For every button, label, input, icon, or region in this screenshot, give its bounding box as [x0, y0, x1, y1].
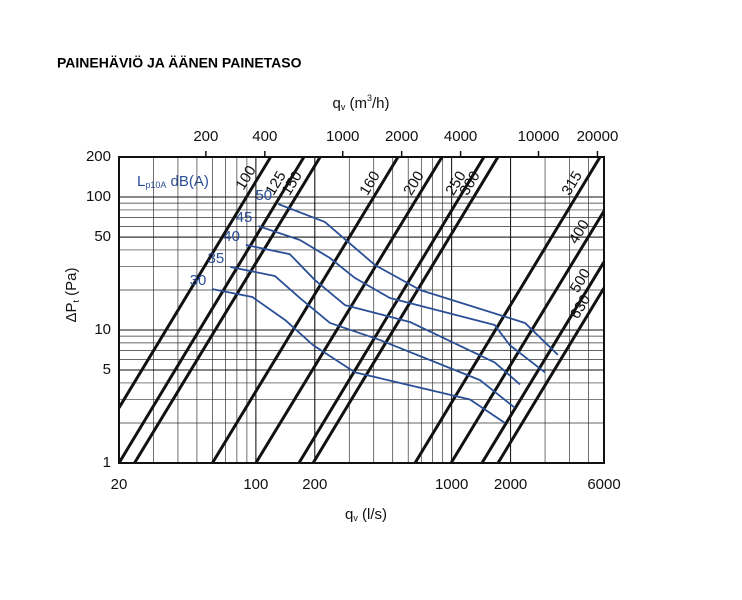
plot-frame	[118, 156, 605, 464]
duct-line	[413, 157, 602, 463]
x-tick-label: 2000	[494, 476, 527, 493]
label-part: (l/s)	[358, 506, 387, 523]
noise-label: 40	[223, 228, 240, 245]
duct-line	[496, 287, 604, 463]
chart-title: PAINEHÄVIÖ JA ÄÄNEN PAINETASO	[57, 55, 302, 71]
y-tick-label: 1	[103, 454, 111, 471]
label-part: q	[332, 95, 340, 112]
noise-line	[212, 288, 506, 424]
y-tick-label: 5	[103, 361, 111, 378]
duct-label: 200	[400, 168, 428, 198]
duct-line	[119, 157, 272, 409]
label-sub: v	[353, 513, 358, 523]
x2-axis-label: qv (m3/h)	[332, 93, 389, 112]
duct-line	[211, 157, 400, 463]
y-tick-label: 200	[86, 148, 111, 165]
label-sup: 3	[367, 93, 372, 103]
label-part: /h)	[372, 95, 390, 112]
duct-line	[449, 210, 604, 463]
label-part: L	[137, 173, 145, 190]
x-tick-label: 20	[111, 476, 128, 493]
x2-tick-label: 200	[193, 128, 218, 145]
noise-label: 35	[208, 250, 225, 267]
noise-label: 45	[236, 209, 253, 226]
label-sub: p10A	[145, 180, 166, 190]
x2-tick-label: 2000	[385, 128, 418, 145]
duct-label: 315	[558, 168, 585, 198]
y-axis-label: ΔPt (Pa)	[63, 267, 81, 322]
duct-line	[297, 157, 486, 463]
duct-line	[311, 157, 500, 463]
legend-title: Lp10A dB(A)	[137, 173, 209, 190]
series-group	[119, 157, 604, 463]
noise-line	[277, 203, 559, 356]
y-tick-label: 10	[94, 321, 111, 338]
x-axis-label: qv (l/s)	[345, 506, 387, 523]
x2-tick-label: 400	[252, 128, 277, 145]
x2-tick-label: 20000	[577, 128, 619, 145]
x2-tick-label: 4000	[444, 128, 477, 145]
x2-tick-label: 1000	[326, 128, 359, 145]
label-part: dB(A)	[166, 173, 209, 190]
y-tick-label: 50	[94, 228, 111, 245]
x-tick-label: 200	[302, 476, 327, 493]
duct-label: 500	[567, 266, 595, 296]
label-part: (m	[345, 95, 367, 112]
label-sub: v	[341, 102, 346, 112]
y-tick-label: 100	[86, 188, 111, 205]
x-tick-label: 1000	[435, 476, 468, 493]
x-tick-label: 6000	[587, 476, 620, 493]
x2-tick-label: 10000	[518, 128, 560, 145]
duct-line	[254, 157, 444, 463]
label-sub: t	[71, 300, 81, 303]
noise-line	[258, 225, 546, 374]
noise-line	[245, 244, 521, 386]
x-tick-label: 100	[243, 476, 268, 493]
noise-line	[230, 266, 516, 409]
duct-label: 160	[356, 168, 384, 198]
label-part: q	[345, 506, 353, 523]
duct-line	[480, 261, 604, 463]
noise-label: 30	[190, 272, 207, 289]
label-part: ΔP	[63, 303, 80, 323]
duct-line	[119, 157, 306, 463]
label-part: (Pa)	[63, 267, 80, 300]
noise-label: 50	[255, 187, 272, 204]
